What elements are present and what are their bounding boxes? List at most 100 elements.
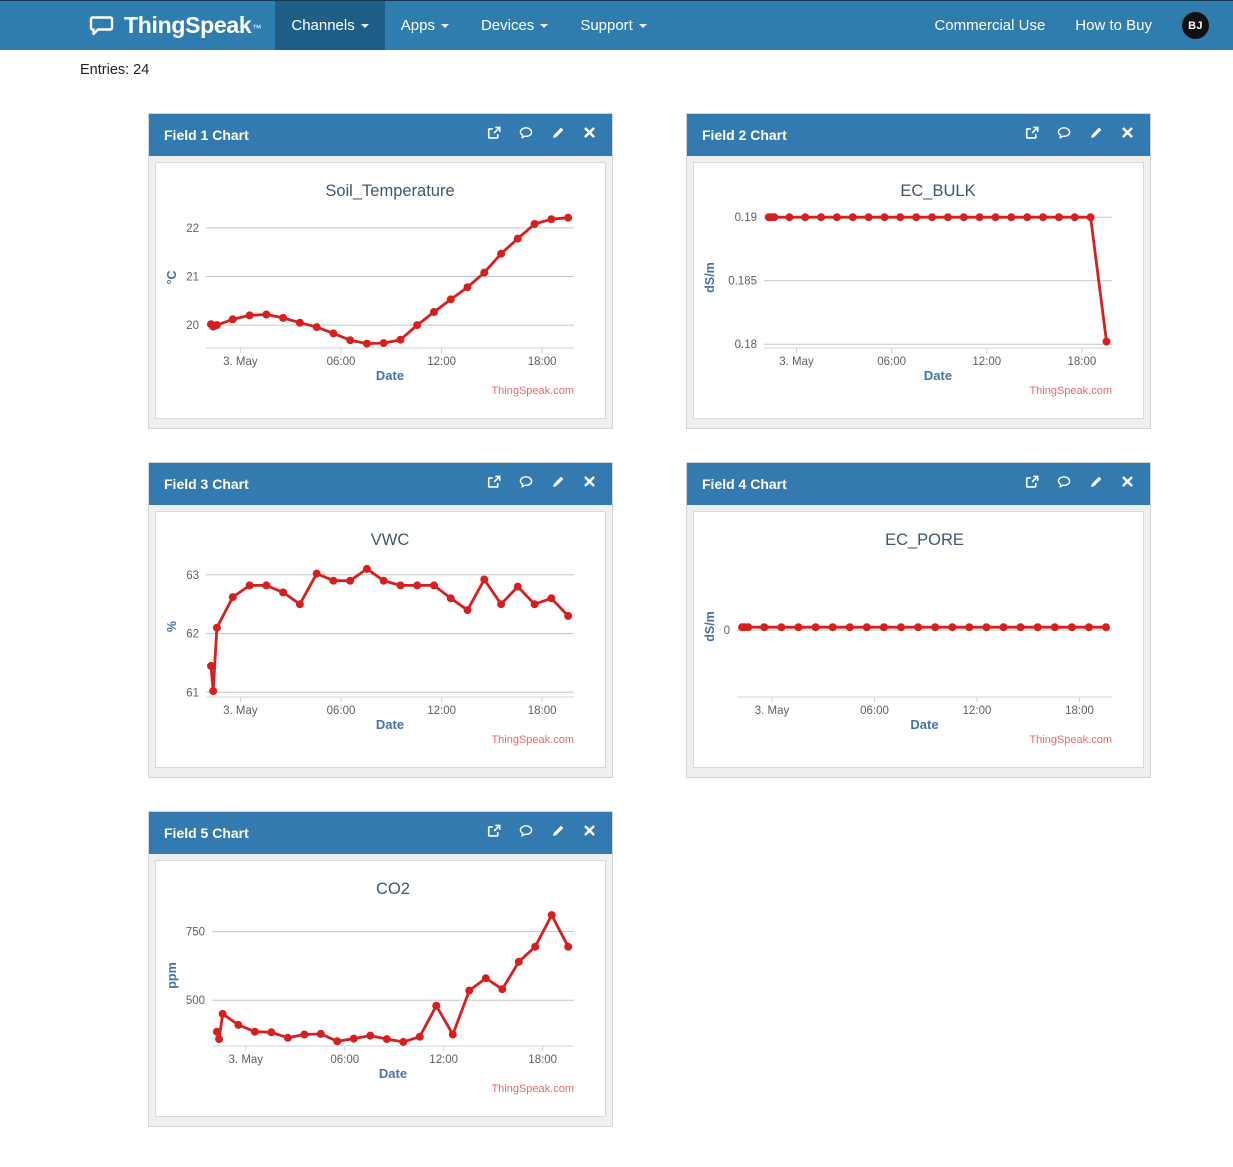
chart-close-button[interactable] xyxy=(1120,126,1135,144)
data-point xyxy=(1102,337,1111,346)
nav-commercial-use[interactable]: Commercial Use xyxy=(934,17,1046,34)
chart-comment-button[interactable] xyxy=(1056,126,1071,143)
navbar-right: Commercial Use How to Buy BJ xyxy=(934,1,1233,50)
data-point xyxy=(1039,213,1047,222)
nav-item-label: Devices xyxy=(480,17,535,34)
x-tick-label: 3. May xyxy=(779,356,814,368)
panel-body: Soil_Temperature 20 21 22 3. May 06:00 12:00 18… xyxy=(149,156,612,428)
data-point xyxy=(415,1032,424,1041)
chart-frame: VWC 61 62 63 3. May 06:00 12:00 18:00% Date Thing… xyxy=(155,511,606,768)
data-point xyxy=(845,623,854,632)
nav-item-devices[interactable]: Devices xyxy=(465,1,564,50)
thingspeak-watermark-link[interactable]: ThingSpeak.com xyxy=(1029,734,1112,746)
avatar[interactable]: BJ xyxy=(1182,12,1209,39)
chart-edit-button[interactable] xyxy=(1088,476,1103,492)
data-point xyxy=(362,339,371,348)
y-tick-label: 22 xyxy=(186,223,199,235)
data-point xyxy=(914,623,923,632)
data-point xyxy=(481,974,490,983)
thingspeak-watermark-link[interactable]: ThingSpeak.com xyxy=(491,385,574,397)
data-point xyxy=(1067,623,1076,632)
thingspeak-logo[interactable]: ThingSpeak ™ xyxy=(88,1,275,50)
x-tick-label: 3. May xyxy=(223,705,258,717)
chart-close-button[interactable] xyxy=(582,127,597,143)
chart-close-button[interactable] xyxy=(582,825,597,841)
data-point xyxy=(245,581,254,590)
data-point xyxy=(480,268,489,277)
data-point xyxy=(896,213,905,222)
data-line xyxy=(768,215,1108,342)
x-tick-label: 06:00 xyxy=(327,356,356,368)
chart-expand-button[interactable] xyxy=(486,475,501,492)
chart-close-button[interactable] xyxy=(1120,476,1135,492)
data-point xyxy=(446,594,455,603)
panel-title: Field 4 Chart xyxy=(702,476,787,492)
data-point xyxy=(897,623,905,632)
chart-expand-button[interactable] xyxy=(486,824,501,841)
close-icon xyxy=(1121,126,1134,144)
nav-item-label: Support xyxy=(580,17,633,34)
data-point xyxy=(279,313,288,322)
thingspeak-watermark-link[interactable]: ThingSpeak.com xyxy=(1029,385,1112,397)
thingspeak-watermark-link[interactable]: ThingSpeak.com xyxy=(491,1083,574,1095)
x-axis-title: Date xyxy=(379,1066,407,1081)
data-point xyxy=(382,1035,391,1044)
chart-expand-button[interactable] xyxy=(486,126,501,143)
x-tick-label: 06:00 xyxy=(877,356,906,368)
nav-item-channels[interactable]: Channels xyxy=(275,1,385,50)
edit-icon xyxy=(1089,126,1103,145)
chart-comment-button[interactable] xyxy=(518,475,533,492)
data-point xyxy=(366,1031,375,1040)
chart-edit-button[interactable] xyxy=(550,476,565,492)
panel-body: EC_PORE 0 3. May 06:00 12:00 18:00 dS/m Date Thi… xyxy=(687,505,1150,777)
y-tick-label: 21 xyxy=(186,272,199,284)
chart-edit-button[interactable] xyxy=(550,127,565,143)
y-tick-label: 20 xyxy=(186,320,199,332)
data-point xyxy=(316,1029,325,1038)
chart-title: EC_PORE xyxy=(885,531,964,549)
nav-item-label: Apps xyxy=(400,17,435,34)
data-line xyxy=(215,913,570,1044)
nav-how-to-buy[interactable]: How to Buy xyxy=(1075,17,1152,34)
data-point xyxy=(564,942,573,951)
chart-comment-button[interactable] xyxy=(1056,475,1071,492)
thingspeak-watermark-link[interactable]: ThingSpeak.com xyxy=(491,734,574,746)
data-point xyxy=(828,623,837,632)
chevron-down-icon xyxy=(360,23,369,28)
x-tick-label: 06:00 xyxy=(327,705,356,717)
data-point xyxy=(832,213,841,222)
chart-comment-button[interactable] xyxy=(518,824,533,841)
y-tick-label: 0.18 xyxy=(735,339,757,351)
data-point xyxy=(879,623,888,632)
panel-title: Field 3 Chart xyxy=(164,476,249,492)
chart-close-button[interactable] xyxy=(582,476,597,492)
x-tick-label: 12:00 xyxy=(429,1054,458,1066)
chart-comment-button[interactable] xyxy=(518,126,533,143)
y-tick-label: 0.185 xyxy=(728,276,757,288)
data-point xyxy=(513,582,522,591)
entries-count: Entries: 24 xyxy=(80,62,150,78)
y-tick-label: 500 xyxy=(186,995,205,1007)
chevron-down-icon xyxy=(440,23,449,28)
nav-item-support[interactable]: Support xyxy=(564,1,663,50)
data-point xyxy=(228,315,237,324)
chart-edit-button[interactable] xyxy=(1088,126,1103,145)
x-tick-label: 12:00 xyxy=(427,705,456,717)
data-point xyxy=(215,1035,224,1044)
data-point xyxy=(1050,623,1059,632)
data-point xyxy=(513,234,522,243)
panel-body: CO2 500 750 3. May 06:00 12:00 18:00 ppm Date Thi… xyxy=(149,854,612,1126)
navbar: ThingSpeak ™ Channels Apps Devices Support … xyxy=(0,0,1233,50)
data-point xyxy=(413,581,422,590)
data-point xyxy=(1084,623,1093,632)
chart-edit-button[interactable] xyxy=(550,825,565,841)
data-point xyxy=(1054,213,1063,222)
y-tick-label: 0.19 xyxy=(735,212,757,224)
nav-items: Channels Apps Devices Support xyxy=(275,1,663,50)
nav-item-apps[interactable]: Apps xyxy=(385,1,465,50)
panel-body: EC_BULK 0.18 0.185 0.19 3. May 06:00 12:00 18:0… xyxy=(687,156,1150,428)
y-axis-title: °C xyxy=(165,270,179,284)
chart-expand-button[interactable] xyxy=(1024,475,1039,492)
chart-expand-button[interactable] xyxy=(1024,126,1039,143)
data-point xyxy=(948,623,957,632)
